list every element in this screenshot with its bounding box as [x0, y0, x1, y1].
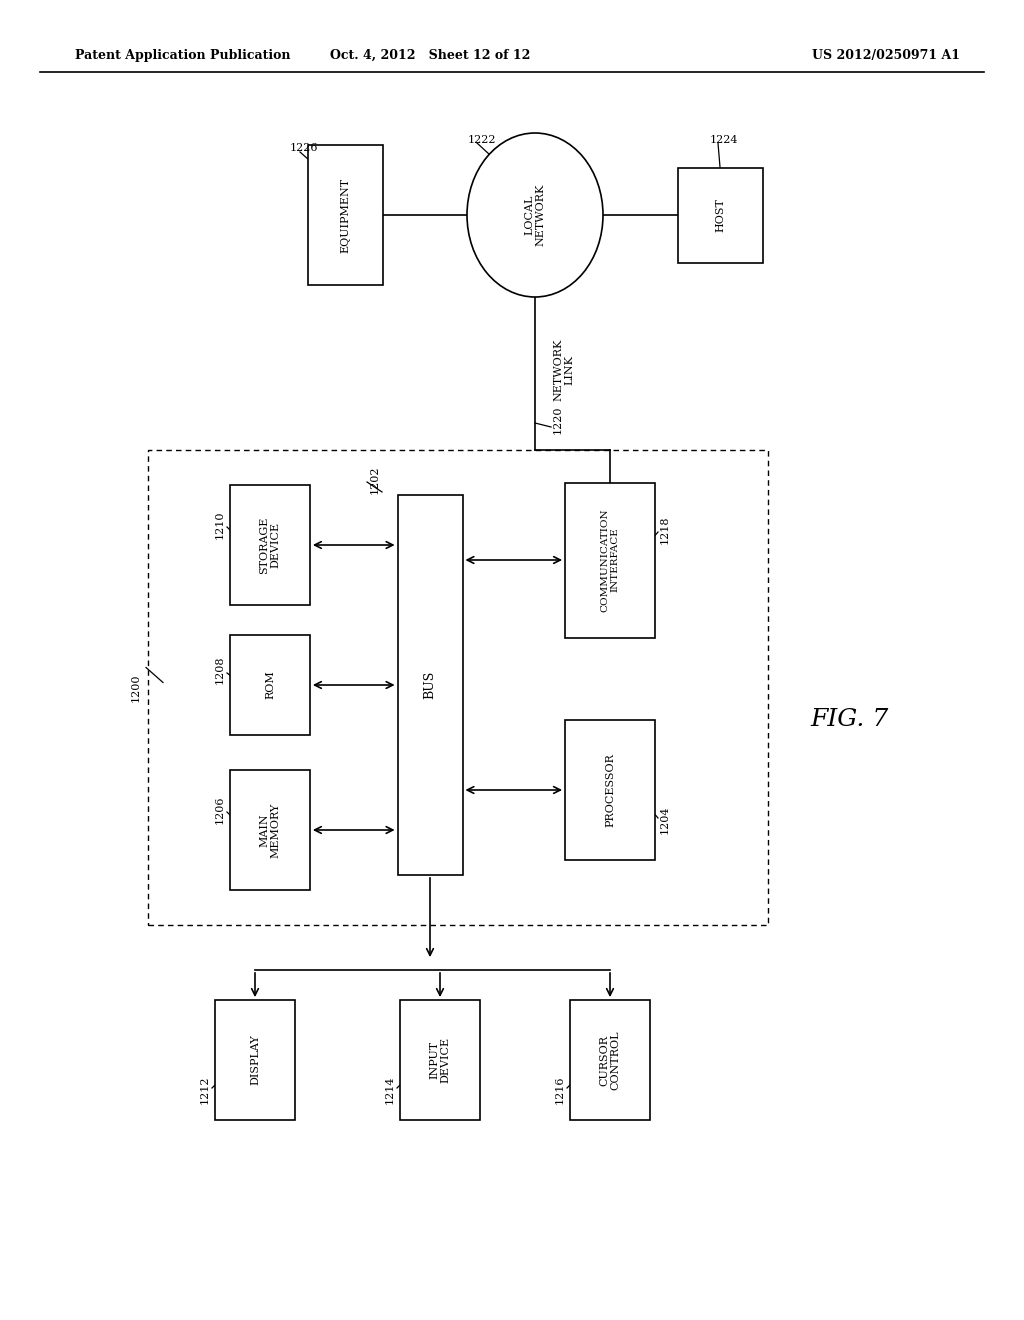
- Text: 1224: 1224: [710, 135, 738, 145]
- Text: 1218: 1218: [660, 516, 670, 544]
- Text: BUS: BUS: [424, 671, 436, 700]
- Bar: [565, 483, 655, 638]
- Text: MAIN
MEMORY: MAIN MEMORY: [259, 803, 281, 858]
- Bar: [230, 635, 310, 735]
- Text: HOST: HOST: [715, 198, 725, 232]
- Text: COMMUNICATION
INTERFACE: COMMUNICATION INTERFACE: [600, 508, 620, 611]
- Text: 1208: 1208: [215, 656, 225, 684]
- Text: 1204: 1204: [660, 805, 670, 834]
- Text: FIG. 7: FIG. 7: [811, 709, 889, 731]
- Bar: [148, 450, 768, 925]
- Text: 1206: 1206: [215, 796, 225, 824]
- Bar: [307, 145, 383, 285]
- Text: 1202: 1202: [370, 466, 380, 494]
- Bar: [215, 1001, 295, 1119]
- Text: 1212: 1212: [200, 1076, 210, 1105]
- Bar: [230, 770, 310, 890]
- Bar: [230, 484, 310, 605]
- Text: 1214: 1214: [385, 1076, 395, 1105]
- Text: NETWORK
LINK: NETWORK LINK: [553, 339, 574, 401]
- Bar: [565, 719, 655, 861]
- Text: LOCAL
NETWORK: LOCAL NETWORK: [524, 183, 546, 247]
- Text: Patent Application Publication: Patent Application Publication: [75, 49, 291, 62]
- Text: 1226: 1226: [290, 143, 318, 153]
- Text: 1220: 1220: [553, 405, 563, 434]
- Bar: [397, 495, 463, 875]
- Bar: [570, 1001, 650, 1119]
- Text: ROM: ROM: [265, 671, 275, 700]
- Text: EQUIPMENT: EQUIPMENT: [340, 177, 350, 252]
- Text: Oct. 4, 2012   Sheet 12 of 12: Oct. 4, 2012 Sheet 12 of 12: [330, 49, 530, 62]
- Text: INPUT
DEVICE: INPUT DEVICE: [429, 1038, 451, 1084]
- Text: US 2012/0250971 A1: US 2012/0250971 A1: [812, 49, 961, 62]
- Ellipse shape: [467, 133, 603, 297]
- Text: 1216: 1216: [555, 1076, 565, 1105]
- Bar: [400, 1001, 480, 1119]
- Text: PROCESSOR: PROCESSOR: [605, 754, 615, 826]
- Text: 1200: 1200: [131, 673, 141, 702]
- Text: 1210: 1210: [215, 511, 225, 540]
- Text: CURSOR
CONTROL: CURSOR CONTROL: [599, 1030, 621, 1090]
- Bar: [678, 168, 763, 263]
- Text: 1222: 1222: [468, 135, 497, 145]
- Text: STORAGE
DEVICE: STORAGE DEVICE: [259, 516, 281, 574]
- Text: DISPLAY: DISPLAY: [250, 1035, 260, 1085]
